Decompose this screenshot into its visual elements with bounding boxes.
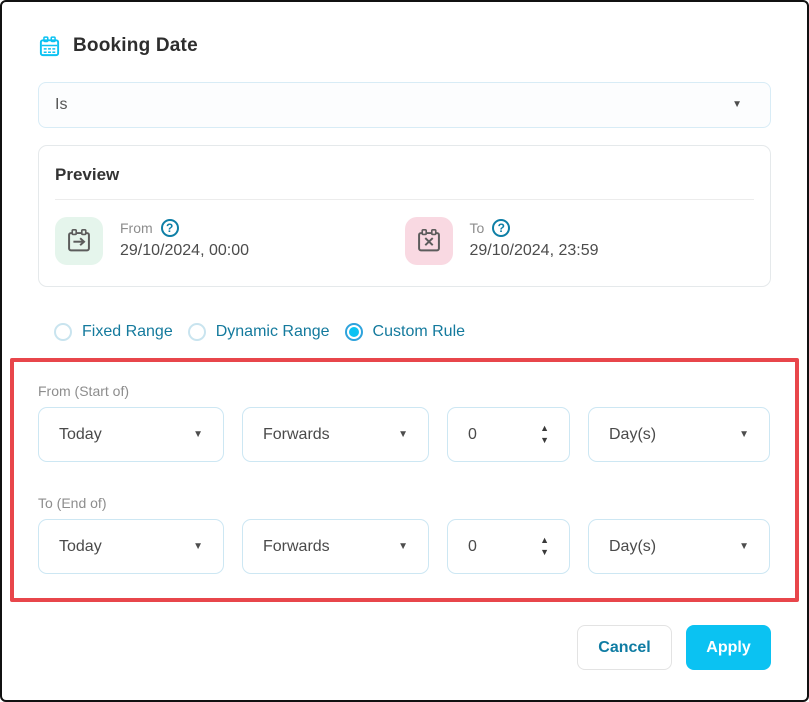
radio-custom-rule-label: Custom Rule — [372, 323, 466, 340]
to-unit-select[interactable]: Day(s) ▼ — [588, 519, 770, 574]
preview-to: To ? 29/10/2024, 23:59 — [404, 217, 755, 265]
to-anchor-value: Today — [59, 537, 102, 555]
operator-select-value: Is — [55, 96, 68, 113]
dialog-title: Booking Date — [73, 35, 198, 56]
custom-rule-from-row: Today ▼ Forwards ▼ 0 ▲ ▼ Day(s) ▼ — [38, 407, 771, 462]
chevron-down-icon: ▼ — [193, 428, 203, 440]
to-anchor-select[interactable]: Today ▼ — [38, 519, 224, 574]
to-direction-select[interactable]: Forwards ▼ — [242, 519, 429, 574]
decrement-icon[interactable]: ▼ — [540, 547, 549, 557]
from-unit-value: Day(s) — [609, 425, 657, 443]
preview-to-value: 29/10/2024, 23:59 — [469, 242, 599, 259]
increment-icon[interactable]: ▲ — [540, 423, 549, 433]
custom-rule-to-label: To (End of) — [38, 495, 107, 511]
apply-button[interactable]: Apply — [686, 625, 771, 670]
preview-from-texts: From ? 29/10/2024, 00:00 — [120, 217, 249, 260]
help-icon[interactable]: ? — [160, 219, 179, 237]
radio-button-icon[interactable] — [54, 323, 72, 341]
preview-from-label: From — [120, 220, 153, 236]
radio-dynamic-range-label: Dynamic Range — [215, 323, 330, 340]
increment-icon[interactable]: ▲ — [540, 535, 549, 545]
dialog-footer: Cancel Apply — [38, 625, 771, 670]
preview-title: Preview — [55, 165, 120, 184]
preview-to-texts: To ? 29/10/2024, 23:59 — [470, 217, 599, 260]
to-amount-stepper[interactable]: 0 ▲ ▼ — [447, 519, 570, 574]
operator-select[interactable]: Is ▼ — [38, 82, 771, 128]
preview-divider — [55, 199, 754, 200]
to-unit-value: Day(s) — [609, 537, 657, 555]
radio-custom-rule[interactable]: Custom Rule — [344, 323, 466, 341]
from-direction-value: Forwards — [263, 425, 330, 443]
radio-button-icon[interactable] — [344, 323, 363, 341]
radio-fixed-range[interactable]: Fixed Range — [54, 323, 173, 341]
preview-from: From ? 29/10/2024, 00:00 — [55, 217, 405, 265]
chevron-down-icon: ▼ — [739, 428, 749, 440]
preview-from-value: 29/10/2024, 00:00 — [120, 242, 250, 259]
calendar-start-icon — [55, 217, 103, 265]
radio-fixed-range-label: Fixed Range — [82, 323, 173, 340]
from-anchor-select[interactable]: Today ▼ — [38, 407, 224, 462]
custom-rule-section-highlight: From (Start of) Today ▼ Forwards ▼ 0 ▲ ▼… — [10, 358, 799, 602]
to-direction-value: Forwards — [263, 537, 330, 555]
chevron-down-icon: ▼ — [739, 540, 749, 552]
calendar-icon — [38, 35, 61, 58]
preview-card: Preview From ? — [38, 145, 771, 287]
decrement-icon[interactable]: ▼ — [540, 435, 549, 445]
from-amount-value: 0 — [468, 425, 477, 443]
to-amount-value: 0 — [468, 537, 477, 555]
from-anchor-value: Today — [59, 425, 102, 443]
radio-dynamic-range[interactable]: Dynamic Range — [187, 323, 330, 341]
help-icon[interactable]: ? — [492, 219, 511, 237]
chevron-down-icon: ▼ — [398, 428, 408, 440]
preview-to-label: To — [469, 220, 485, 236]
chevron-down-icon: ▼ — [193, 540, 203, 552]
calendar-end-icon — [404, 217, 453, 265]
chevron-down-icon: ▼ — [732, 99, 742, 110]
custom-rule-from-label: From (Start of) — [38, 383, 130, 399]
range-type-options: Fixed Range Dynamic Range Custom Rule — [38, 322, 771, 342]
cancel-button[interactable]: Cancel — [577, 625, 672, 670]
chevron-down-icon: ▼ — [398, 540, 408, 552]
from-unit-select[interactable]: Day(s) ▼ — [588, 407, 770, 462]
preview-row: From ? 29/10/2024, 00:00 — [55, 200, 754, 265]
from-direction-select[interactable]: Forwards ▼ — [242, 407, 429, 462]
custom-rule-to-row: Today ▼ Forwards ▼ 0 ▲ ▼ Day(s) ▼ — [38, 519, 771, 574]
radio-button-icon[interactable] — [187, 323, 206, 341]
dialog-header: Booking Date — [38, 32, 771, 60]
from-amount-stepper[interactable]: 0 ▲ ▼ — [447, 407, 570, 462]
